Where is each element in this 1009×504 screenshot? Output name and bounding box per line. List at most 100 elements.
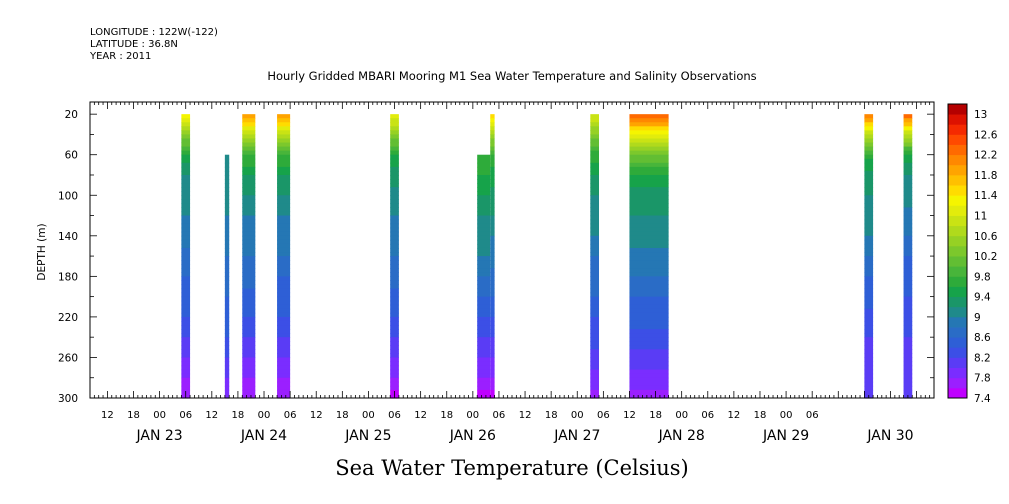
data-cell xyxy=(242,292,256,298)
data-cell xyxy=(864,377,874,383)
data-cell xyxy=(242,357,256,363)
data-cell xyxy=(477,369,491,375)
data-cell xyxy=(490,174,495,180)
data-cell xyxy=(390,377,399,383)
data-cell xyxy=(490,292,495,298)
data-cell xyxy=(181,162,191,168)
data-cell xyxy=(590,114,600,119)
data-cell xyxy=(181,292,191,298)
colorbar-swatch xyxy=(948,205,967,216)
data-cell xyxy=(224,353,230,359)
data-cell xyxy=(224,312,230,318)
data-cell xyxy=(242,320,256,326)
data-cell xyxy=(590,337,600,342)
data-cell xyxy=(224,373,230,379)
data-cell xyxy=(277,195,291,200)
data-cell xyxy=(477,381,491,387)
data-cell xyxy=(490,264,495,269)
data-cell xyxy=(277,150,291,156)
data-cell xyxy=(629,243,669,249)
data-cell xyxy=(864,215,874,221)
data-cell xyxy=(242,166,256,172)
colorbar-tick-label: 11.8 xyxy=(974,170,997,182)
data-cell xyxy=(242,150,256,156)
data-cell xyxy=(390,357,399,363)
data-cell xyxy=(477,243,491,249)
data-cell xyxy=(277,191,291,196)
data-cell xyxy=(181,247,191,253)
data-cell xyxy=(242,118,256,123)
plot-area xyxy=(181,114,913,399)
data-cell xyxy=(181,377,191,383)
data-cell xyxy=(490,300,495,306)
data-cell xyxy=(864,312,874,318)
data-cell xyxy=(477,296,491,302)
data-cell xyxy=(390,325,399,330)
data-cell xyxy=(390,170,399,176)
data-cell xyxy=(490,280,495,286)
data-cell xyxy=(242,385,256,391)
data-cell xyxy=(224,183,230,188)
data-cell xyxy=(277,183,291,188)
data-cell xyxy=(903,130,913,136)
data-cell xyxy=(277,215,291,221)
data-cell xyxy=(390,333,399,338)
data-cell xyxy=(590,239,600,245)
data-cell xyxy=(864,288,874,294)
data-cell xyxy=(477,308,491,314)
data-cell xyxy=(477,199,491,204)
data-cell xyxy=(242,345,256,350)
data-cell xyxy=(490,308,495,314)
data-cell xyxy=(864,381,874,387)
data-cell xyxy=(903,223,913,229)
data-cell xyxy=(277,288,291,294)
data-cell xyxy=(181,191,191,196)
data-cell xyxy=(277,114,291,119)
data-cell xyxy=(477,393,491,399)
data-cell xyxy=(242,191,256,196)
data-cell xyxy=(629,252,669,257)
data-cell xyxy=(242,312,256,318)
data-cell xyxy=(903,227,913,233)
data-cell xyxy=(277,199,291,204)
data-cell xyxy=(903,268,913,273)
data-cell xyxy=(242,369,256,375)
data-cell xyxy=(181,199,191,204)
data-cell xyxy=(390,268,399,273)
data-cell xyxy=(629,191,669,196)
data-cell xyxy=(224,247,230,253)
colorbar-swatch xyxy=(948,215,967,227)
data-cell xyxy=(181,183,191,188)
data-cell xyxy=(224,284,230,290)
data-cell xyxy=(390,373,399,379)
data-cell xyxy=(477,389,491,395)
data-cell xyxy=(903,288,913,294)
data-cell xyxy=(629,207,669,213)
data-cell xyxy=(242,199,256,204)
data-cell xyxy=(477,288,491,294)
data-cell xyxy=(864,158,874,164)
data-cell xyxy=(864,329,874,334)
data-cell xyxy=(629,280,669,286)
x-hour-label: 00 xyxy=(675,410,688,421)
data-cell xyxy=(864,389,874,395)
data-cell xyxy=(903,320,913,326)
data-cell xyxy=(242,393,256,399)
data-cell xyxy=(181,325,191,330)
data-cell xyxy=(181,284,191,290)
data-cell xyxy=(629,179,669,184)
data-cell xyxy=(390,256,399,261)
data-segment xyxy=(903,114,913,399)
data-cell xyxy=(224,166,230,172)
data-cell xyxy=(477,377,491,383)
data-cell xyxy=(590,134,600,140)
data-cell xyxy=(864,142,874,148)
data-cell xyxy=(242,162,256,168)
data-cell xyxy=(590,247,600,253)
data-cell xyxy=(629,385,669,391)
data-cell xyxy=(390,183,399,188)
data-cell xyxy=(477,353,491,359)
data-cell xyxy=(490,341,495,346)
data-cell xyxy=(477,312,491,318)
data-cell xyxy=(477,320,491,326)
